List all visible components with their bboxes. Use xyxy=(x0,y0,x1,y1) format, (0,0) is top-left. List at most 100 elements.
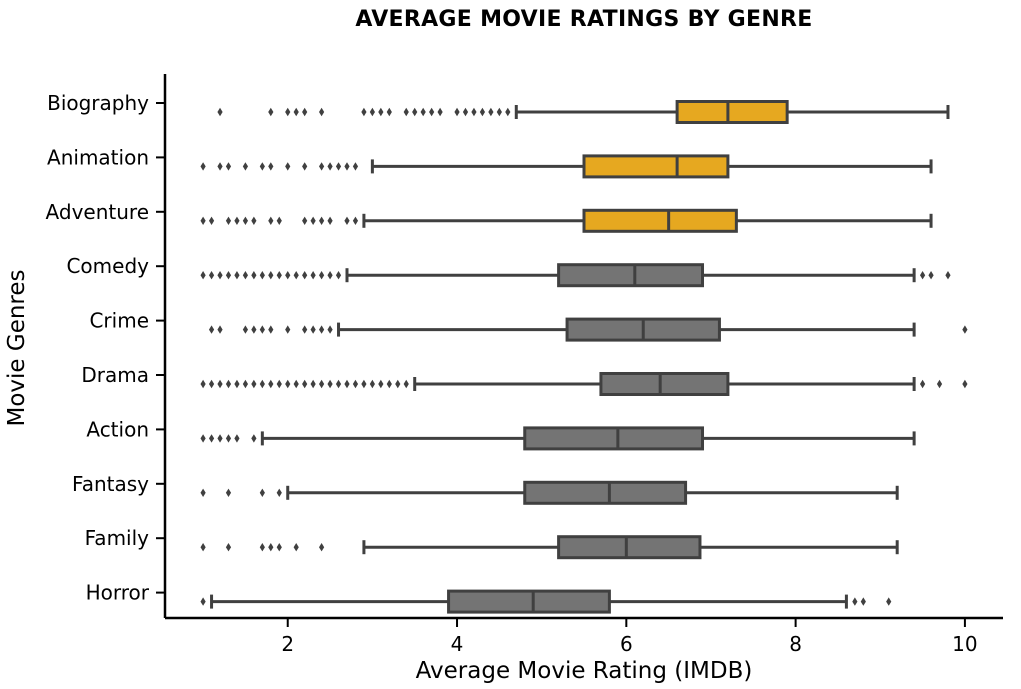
y-tick-label: Family xyxy=(85,526,150,550)
outlier-point xyxy=(242,162,249,171)
outlier-point xyxy=(276,271,282,280)
outlier-point xyxy=(471,107,477,117)
outlier-point xyxy=(886,597,892,606)
outlier-point xyxy=(369,379,375,389)
outlier-point xyxy=(302,216,308,225)
outlier-point xyxy=(225,543,232,552)
outlier-point xyxy=(259,271,265,280)
outlier-point xyxy=(919,379,926,389)
outlier-point xyxy=(225,162,232,171)
outlier-point xyxy=(268,271,274,280)
outlier-point xyxy=(217,379,223,389)
outlier-point xyxy=(200,434,206,443)
outlier-point xyxy=(293,107,299,117)
x-tick-label: 8 xyxy=(789,632,802,656)
outlier-point xyxy=(234,434,240,443)
outlier-point xyxy=(225,488,232,497)
outlier-point xyxy=(962,379,968,389)
outlier-point xyxy=(454,107,460,117)
outlier-point xyxy=(335,379,342,389)
outlier-point xyxy=(386,107,392,117)
outlier-point xyxy=(496,107,502,117)
y-tick-label: Animation xyxy=(47,145,149,169)
outlier-point xyxy=(335,162,342,171)
outlier-point xyxy=(361,107,367,117)
outlier-point xyxy=(208,216,215,225)
outlier-point xyxy=(268,162,274,171)
outlier-point xyxy=(268,216,274,225)
box-comedy xyxy=(557,263,705,288)
outlier-point xyxy=(242,325,249,334)
outlier-point xyxy=(293,543,299,552)
outlier-point xyxy=(327,271,333,280)
outlier-point xyxy=(208,325,215,334)
outlier-point xyxy=(285,162,291,171)
outlier-point xyxy=(302,379,308,389)
outlier-point xyxy=(200,162,206,171)
x-tick-label: 4 xyxy=(451,632,464,656)
outlier-point xyxy=(217,434,223,443)
outlier-point xyxy=(352,162,359,171)
outlier-point xyxy=(386,379,392,389)
outlier-point xyxy=(403,379,409,389)
y-tick-label: Adventure xyxy=(46,200,149,224)
outlier-point xyxy=(479,107,486,117)
outlier-point xyxy=(344,162,350,171)
outlier-point xyxy=(234,216,240,225)
outlier-point xyxy=(919,271,926,280)
box-biography xyxy=(675,100,789,124)
y-axis-label: Movie Genres xyxy=(4,269,30,426)
outlier-point xyxy=(361,379,367,389)
box-family xyxy=(557,535,702,560)
outlier-point xyxy=(327,216,333,225)
outlier-point xyxy=(462,107,469,117)
outlier-point xyxy=(403,107,409,117)
outlier-point xyxy=(234,271,240,280)
outlier-point xyxy=(302,107,308,117)
box-drama xyxy=(599,372,730,396)
y-tick-label: Horror xyxy=(86,581,150,605)
y-tick-label: Action xyxy=(86,417,149,441)
outlier-point xyxy=(302,325,308,334)
outlier-point xyxy=(505,107,511,117)
plot-area: 2 4 6 8 10 Biography Animation Adventure Comedy C… xyxy=(46,74,1003,656)
outlier-point xyxy=(860,597,866,606)
outlier-point xyxy=(242,379,249,389)
outlier-point xyxy=(310,379,316,389)
outlier-point xyxy=(251,216,257,225)
outlier-point xyxy=(268,325,274,334)
outlier-point xyxy=(251,271,257,280)
outlier-point xyxy=(251,379,257,389)
outlier-point xyxy=(369,107,375,117)
outlier-point xyxy=(251,325,257,334)
outlier-point xyxy=(310,216,316,225)
outlier-point xyxy=(344,216,350,225)
y-tick-label: Biography xyxy=(47,91,149,115)
outlier-point xyxy=(208,379,215,389)
outlier-point xyxy=(318,107,325,117)
outlier-point xyxy=(327,379,333,389)
outlier-point xyxy=(945,271,951,280)
outlier-point xyxy=(327,162,333,171)
outlier-point xyxy=(276,543,282,552)
outlier-point xyxy=(259,488,265,497)
outlier-point xyxy=(259,162,265,171)
outlier-point xyxy=(200,216,206,225)
outlier-point xyxy=(217,271,223,280)
outlier-point xyxy=(268,379,274,389)
outlier-point xyxy=(318,162,325,171)
outlier-point xyxy=(378,107,384,117)
outlier-point xyxy=(259,325,265,334)
outlier-point xyxy=(352,216,359,225)
outlier-point xyxy=(285,379,291,389)
x-axis-label: Average Movie Rating (IMDB) xyxy=(416,658,753,684)
outlier-point xyxy=(962,325,968,334)
box-horror xyxy=(447,589,611,614)
outlier-point xyxy=(208,434,215,443)
outlier-point xyxy=(208,271,215,280)
outlier-point xyxy=(352,379,359,389)
outlier-point xyxy=(318,325,325,334)
outlier-point xyxy=(200,379,206,389)
outlier-point xyxy=(200,543,206,552)
outlier-point xyxy=(310,271,316,280)
